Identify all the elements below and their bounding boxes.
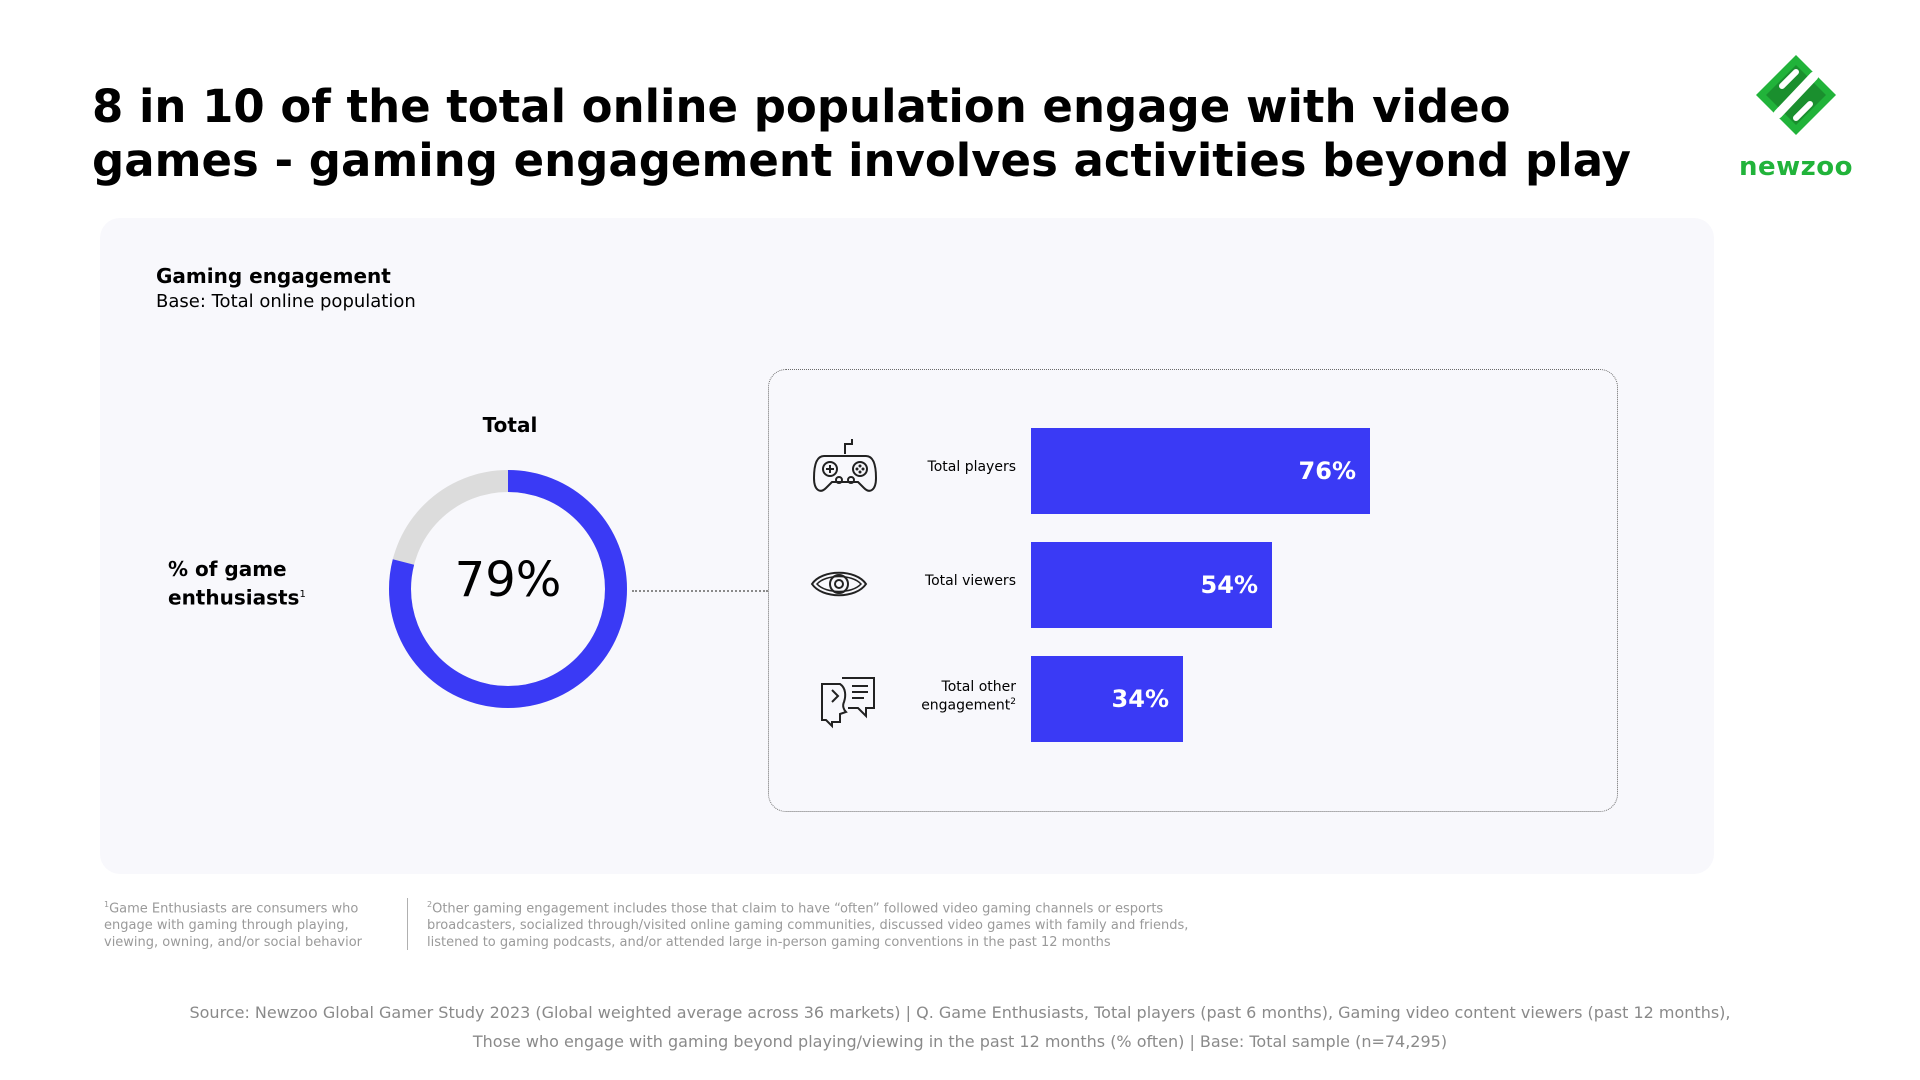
connector-line bbox=[632, 590, 768, 592]
page-title: 8 in 10 of the total online population e… bbox=[92, 80, 1652, 188]
donut-label-line-1: % of game bbox=[168, 557, 287, 581]
footnote-1: 1Game Enthusiasts are consumers who enga… bbox=[104, 896, 362, 951]
breakdown-box bbox=[768, 369, 1618, 812]
donut-value: 79% bbox=[454, 552, 562, 608]
footnote-1-line-2: engage with gaming through playing, bbox=[104, 918, 349, 934]
bar-players: 76% bbox=[1031, 428, 1370, 514]
newzoo-logo: newzoo bbox=[1736, 52, 1856, 187]
donut-chart bbox=[389, 470, 627, 708]
newzoo-logo-mark bbox=[1756, 55, 1836, 135]
source-line-2: Those who engage with gaming beyond play… bbox=[472, 1032, 1448, 1051]
footnote-1-line-1: Game Enthusiasts are consumers who bbox=[109, 901, 359, 917]
bar-label-other-line-2: engagement bbox=[921, 697, 1011, 714]
footnote-1-line-3: viewing, owning, and/or social behavior bbox=[104, 935, 363, 951]
bar-value-label: 54% bbox=[1200, 571, 1258, 599]
donut-label: % of game enthusiasts1 bbox=[168, 556, 306, 611]
bar-value-label: 76% bbox=[1298, 457, 1356, 485]
footnote-2-line-3: listened to gaming podcasts, and/or atte… bbox=[427, 935, 1111, 951]
title-line-1: 8 in 10 of the total online population e… bbox=[92, 80, 1511, 133]
donut-label-footnote-marker: 1 bbox=[299, 589, 306, 600]
bar-other: 34% bbox=[1031, 656, 1183, 742]
footnote-1-marker: 1 bbox=[104, 900, 110, 909]
donut-label-line-2: enthusiasts bbox=[168, 585, 300, 610]
chart-panel bbox=[100, 218, 1714, 874]
bar-viewers: 54% bbox=[1031, 542, 1272, 628]
bar-label-other-line-1: Total other bbox=[941, 679, 1016, 695]
title-line-2: games - gaming engagement involves activ… bbox=[92, 134, 1632, 187]
footnote-2: 2Other gaming engagement includes those … bbox=[427, 896, 1188, 951]
footnote-divider bbox=[407, 898, 408, 950]
eye-icon bbox=[810, 571, 868, 597]
logo-wordmark: newzoo bbox=[1738, 152, 1854, 182]
donut-heading: Total bbox=[482, 413, 538, 437]
donut-arc bbox=[389, 470, 627, 708]
footnote-2-marker: 2 bbox=[427, 900, 433, 909]
bar-label-viewers: Total viewers bbox=[924, 573, 1016, 589]
chart-title: Gaming engagement bbox=[156, 264, 391, 288]
bar-label-players: Total players bbox=[927, 459, 1016, 475]
discussion-icon bbox=[821, 677, 875, 729]
gamepad-icon bbox=[812, 439, 878, 492]
source-line-1: Source: Newzoo Global Gamer Study 2023 (… bbox=[189, 1003, 1731, 1022]
bar-label-other: Total other engagement2 bbox=[890, 680, 1016, 714]
chart-base: Base: Total online population bbox=[156, 291, 416, 312]
bar-label-other-footnote-marker: 2 bbox=[1010, 697, 1016, 707]
bar-value-label: 34% bbox=[1111, 685, 1169, 713]
footnote-2-line-1: Other gaming engagement includes those t… bbox=[432, 901, 1164, 917]
footnote-2-line-2: broadcasters, socialized through/visited… bbox=[427, 918, 1189, 934]
